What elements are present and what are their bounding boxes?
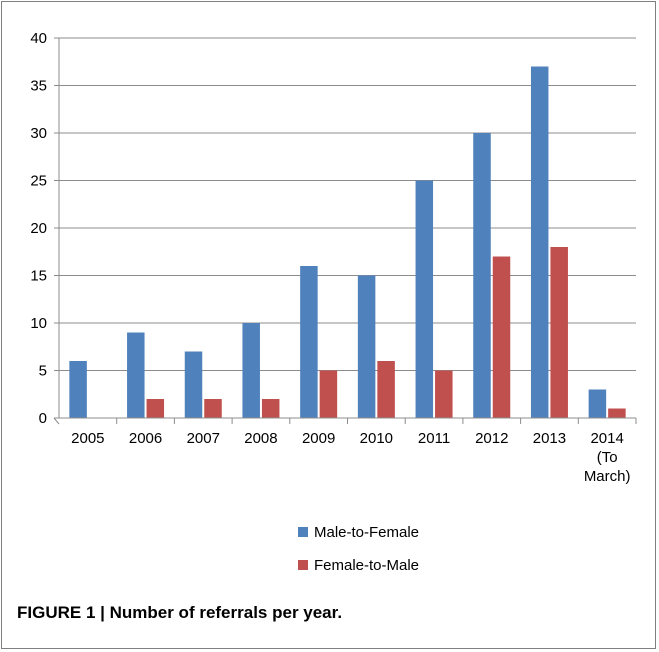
x-tick-label: 2009 (302, 430, 335, 447)
bar-female-to-male (146, 399, 165, 418)
bar-female-to-male (377, 361, 395, 418)
legend-swatch (298, 560, 308, 570)
y-tick-label: 30 (30, 125, 47, 142)
bar-male-to-female (300, 266, 318, 418)
y-axis: 0 5 10 15 20 25 30 35 40 (30, 30, 60, 427)
bar-male-to-female (69, 361, 87, 418)
legend-swatch (298, 527, 308, 537)
bar-female-to-male (550, 247, 568, 418)
bar-male-to-female (127, 332, 145, 418)
x-tick-label: 2014 (590, 430, 623, 447)
x-tick-mark (53, 417, 60, 425)
legend-label: Male-to-Female (314, 524, 419, 541)
x-tick-label: 2007 (187, 430, 220, 447)
bar-female-to-male (608, 408, 626, 418)
y-tick-label: 25 (30, 173, 47, 190)
x-tick-label: 2012 (475, 430, 508, 447)
bars (69, 66, 626, 418)
y-tick-label: 15 (30, 268, 47, 285)
legend: Male-to-Female Female-to-Male (298, 524, 419, 574)
bar-female-to-male (319, 370, 338, 418)
x-tick-label: March) (584, 468, 631, 485)
x-tick-label: 2008 (244, 430, 277, 447)
figure-caption: FIGURE 1 | Number of referrals per year. (17, 603, 343, 622)
y-tick-label: 0 (39, 410, 47, 427)
bar-female-to-male (492, 256, 511, 418)
legend-label: Female-to-Male (314, 557, 419, 574)
y-tick-label: 35 (30, 78, 47, 95)
bar-female-to-male (261, 399, 280, 418)
bar-chart: 0 5 10 15 20 25 30 35 40 2005 2006 2007 2008 2009 201… (30, 30, 637, 574)
x-tick-label: 2011 (418, 430, 450, 447)
bar-male-to-female (415, 180, 434, 418)
y-tick-label: 5 (39, 363, 47, 380)
bar-male-to-female (242, 323, 260, 418)
x-tick-label: 2013 (533, 430, 566, 447)
x-tick-label: 2010 (360, 430, 393, 447)
y-tick-label: 20 (30, 220, 47, 237)
y-tick-label: 40 (30, 30, 47, 47)
bar-female-to-male (435, 370, 453, 418)
bar-male-to-female (473, 133, 491, 418)
x-tick-label: 2005 (71, 430, 104, 447)
y-tick-label: 10 (30, 315, 47, 332)
bar-male-to-female (530, 66, 549, 418)
gridlines (59, 37, 636, 371)
x-tick-label: (To (597, 449, 618, 466)
bar-male-to-female (357, 275, 376, 418)
bar-male-to-female (588, 389, 607, 418)
x-tick-label: 2006 (129, 430, 162, 447)
bar-female-to-male (204, 399, 222, 418)
x-axis: 2005 2006 2007 2008 2009 2010 2011 2012 2013 2014… (53, 417, 637, 485)
bar-male-to-female (184, 351, 203, 418)
